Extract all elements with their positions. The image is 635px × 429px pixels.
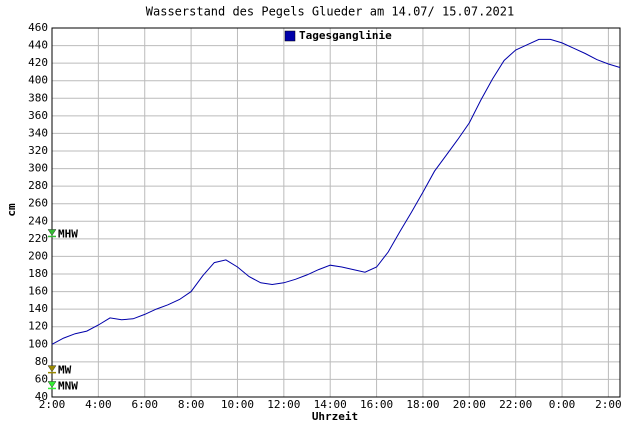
y-tick-label: 440: [28, 39, 48, 52]
x-tick-label: 12:00: [267, 398, 300, 411]
y-tick-label: 60: [35, 372, 48, 385]
x-tick-label: 2:00: [39, 398, 66, 411]
y-tick-label: 340: [28, 126, 48, 139]
y-tick-label: 80: [35, 355, 48, 368]
y-tick-label: 200: [28, 249, 48, 262]
x-tick-label: 2:00: [595, 398, 622, 411]
level-label: MHW: [58, 227, 78, 240]
y-tick-label: 180: [28, 267, 48, 280]
y-tick-label: 420: [28, 56, 48, 69]
data-line: [51, 38, 621, 345]
y-tick-label: 400: [28, 74, 48, 87]
y-tick-label: 380: [28, 91, 48, 104]
y-tick-label: 280: [28, 179, 48, 192]
y-tick-label: 320: [28, 144, 48, 157]
level-marker: [47, 381, 57, 388]
y-tick-label: 460: [28, 21, 48, 34]
chart-title: Wasserstand des Pegels Glueder am 14.07/…: [146, 5, 514, 19]
y-tick-label: 300: [28, 162, 48, 175]
legend-label: Tagesganglinie: [299, 29, 392, 42]
x-tick-label: 10:00: [221, 398, 254, 411]
x-tick-label: 20:00: [453, 398, 486, 411]
x-tick-label: 18:00: [406, 398, 439, 411]
x-tick-label: 22:00: [499, 398, 532, 411]
y-tick-label: 260: [28, 197, 48, 210]
x-tick-label: 14:00: [314, 398, 347, 411]
x-tick-label: 0:00: [549, 398, 576, 411]
y-tick-label: 360: [28, 109, 48, 122]
y-tick-label: 160: [28, 285, 48, 298]
y-tick-label: 220: [28, 232, 48, 245]
y-tick-label: 40: [35, 390, 48, 403]
x-tick-label: 16:00: [360, 398, 393, 411]
level-marker: [47, 365, 57, 373]
y-tick-label: 240: [28, 214, 48, 227]
y-tick-label: 140: [28, 302, 48, 315]
y-axis-label: cm: [5, 203, 18, 217]
x-tick-label: 6:00: [131, 398, 158, 411]
level-label: MNW: [58, 379, 78, 392]
plot-area: [52, 28, 620, 397]
level-label: MW: [58, 364, 72, 377]
x-axis-label: Uhrzeit: [312, 410, 358, 423]
y-tick-label: 120: [28, 320, 48, 333]
legend-swatch: [284, 30, 296, 42]
plot-border: [51, 27, 621, 398]
x-tick-label: 8:00: [178, 398, 205, 411]
x-tick-label: 4:00: [85, 398, 112, 411]
y-tick-label: 100: [28, 337, 48, 350]
level-marker: [47, 229, 57, 236]
